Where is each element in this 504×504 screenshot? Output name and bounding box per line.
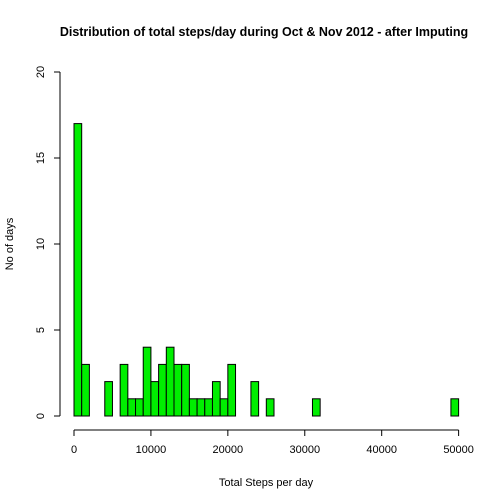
- histogram-bar: [265, 398, 275, 417]
- x-axis-ticks: 0 10000 20000 30000 40000 50000: [71, 430, 474, 456]
- y-tick-label: 20: [35, 66, 47, 78]
- histogram-bar: [250, 381, 260, 417]
- x-axis-label: Total Steps per day: [219, 477, 314, 489]
- y-tick-label: 15: [35, 152, 47, 164]
- histogram-bar: [219, 398, 229, 417]
- chart-title: Distribution of total steps/day during O…: [60, 25, 468, 39]
- y-axis-ticks: 0 5 10 15 20: [35, 66, 60, 419]
- histogram-bar: [211, 381, 221, 417]
- x-tick-label: 50000: [443, 444, 474, 456]
- histogram-bar: [135, 398, 144, 417]
- histogram-bar: [188, 398, 198, 417]
- histogram-bar: [127, 398, 137, 417]
- x-tick-label: 0: [71, 444, 77, 456]
- y-tick-label: 5: [35, 327, 47, 333]
- histogram-bar: [450, 398, 460, 417]
- y-axis-label: No of days: [4, 217, 16, 270]
- histogram-bar: [158, 363, 167, 417]
- histogram-bar: [173, 363, 183, 417]
- histogram-bar: [150, 381, 160, 417]
- histogram-bar: [142, 346, 152, 417]
- bars-group: [73, 123, 460, 417]
- histogram-bar: [104, 381, 113, 417]
- y-tick-label: 0: [35, 413, 47, 419]
- histogram-bar: [165, 346, 175, 417]
- histogram-bar: [227, 363, 237, 417]
- histogram-bar: [181, 363, 190, 417]
- histogram-bar: [311, 398, 321, 417]
- y-tick-label: 10: [35, 238, 47, 250]
- histogram-bar: [73, 123, 83, 417]
- x-tick-label: 30000: [289, 444, 320, 456]
- x-tick-label: 10000: [136, 444, 167, 456]
- x-tick-label: 40000: [366, 444, 397, 456]
- histogram-bar: [119, 363, 129, 417]
- x-tick-label: 20000: [213, 444, 244, 456]
- histogram-bar: [81, 363, 90, 417]
- histogram-bar: [204, 398, 213, 417]
- histogram-bar: [196, 398, 206, 417]
